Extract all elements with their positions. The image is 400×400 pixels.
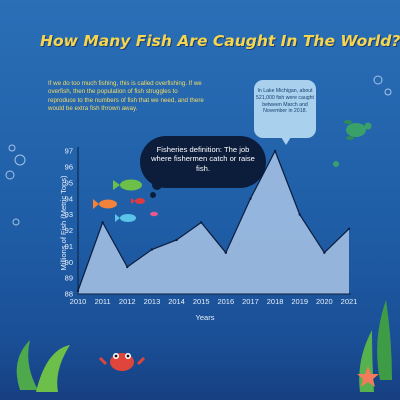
- y-tick-label: 88: [65, 290, 73, 299]
- data-point: [224, 251, 228, 254]
- x-tick-label: 2012: [119, 297, 136, 306]
- thought-dot: [150, 192, 156, 198]
- intro-text: If we do too much fishing, this is calle…: [48, 80, 204, 112]
- area-layer: [76, 149, 351, 294]
- y-tick-label: 97: [65, 147, 73, 156]
- starfish-illustration: [357, 366, 379, 387]
- lake-michigan-callout: In Lake Michigan, about 521,000 fish wer…: [254, 80, 316, 145]
- y-tick-label: 89: [65, 274, 73, 283]
- y-tick-label: 95: [65, 178, 73, 187]
- crab-illustration: [98, 353, 146, 371]
- data-point: [273, 149, 277, 153]
- data-point: [298, 213, 301, 216]
- x-axis-title: Years: [196, 313, 215, 322]
- x-tick-label: 2018: [267, 297, 284, 306]
- y-tick-label: 96: [65, 162, 73, 171]
- data-point: [347, 227, 351, 231]
- series-line: [77, 149, 350, 292]
- x-tick-label: 2019: [291, 297, 308, 306]
- x-tick-label: 2010: [70, 297, 87, 306]
- turtle-illustration: [333, 120, 372, 167]
- data-point: [101, 221, 104, 224]
- y-tick-label: 91: [65, 242, 73, 251]
- x-tick-label: 2011: [95, 297, 111, 306]
- x-tick-label: 2014: [168, 297, 185, 306]
- data-point: [199, 221, 203, 224]
- y-axis-title: Millions of Fish (Metric Tons): [59, 175, 68, 270]
- fisheries-definition-text: Fisheries definition: The job where fish…: [151, 145, 255, 173]
- data-point: [175, 238, 178, 242]
- page-title: How Many Fish Are Caught In The World?: [40, 32, 400, 50]
- x-tick-label: 2017: [242, 297, 259, 306]
- area-fill: [78, 151, 349, 294]
- x-tick-label: 2020: [316, 297, 333, 306]
- thought-dot: [152, 180, 162, 190]
- x-tick-label: 2013: [144, 297, 161, 306]
- y-tick-label: 94: [65, 194, 73, 203]
- fish-illustrations: [93, 179, 158, 222]
- data-point: [323, 251, 326, 254]
- tick-layer: 88 89 90 91 92 93 94 95 96 97 2010 2011 2012 2013 2014…: [65, 147, 358, 306]
- fisheries-definition-callout: Fisheries definition: The job where fish…: [140, 136, 266, 188]
- axis-layer: [77, 147, 351, 295]
- callout-tail: [281, 137, 291, 145]
- lake-michigan-callout-text: In Lake Michigan, about 521,000 fish wer…: [256, 88, 314, 115]
- y-tick-label: 92: [65, 226, 73, 235]
- data-point: [150, 248, 154, 251]
- x-tick-label: 2021: [341, 297, 358, 306]
- y-tick-label: 93: [65, 210, 73, 219]
- bubbles-decoration: [5, 75, 392, 226]
- y-tick-label: 90: [65, 258, 73, 267]
- data-point: [126, 265, 129, 269]
- x-tick-label: 2015: [193, 297, 210, 306]
- data-point: [249, 197, 252, 200]
- x-tick-label: 2016: [217, 297, 234, 306]
